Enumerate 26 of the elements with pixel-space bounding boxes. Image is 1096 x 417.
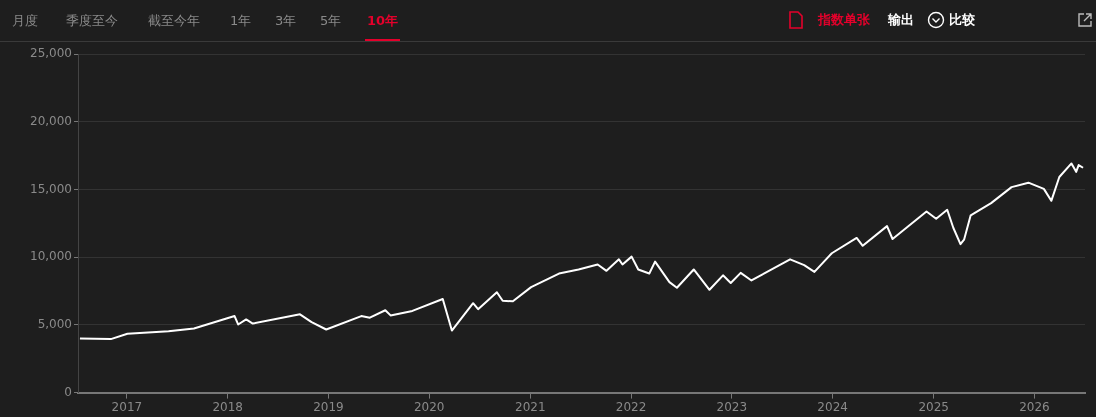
text: 指数单张: [818, 11, 870, 29]
text: 比较: [949, 11, 975, 29]
x-tick-label: 2024: [817, 399, 848, 414]
x-tick-label: 2017: [111, 399, 143, 414]
x-tick-label: 2018: [212, 399, 243, 414]
text: 季度至今: [66, 12, 118, 30]
y-tick-label: 5,000: [37, 317, 72, 332]
y-tick-label: 25,000: [30, 46, 72, 61]
y-tick-label: 15,000: [30, 181, 72, 196]
x-tick-label: 2019: [313, 399, 344, 414]
text: 输出: [888, 11, 914, 29]
text: 3年: [275, 12, 297, 30]
x-tick-label: 2023: [716, 399, 748, 414]
x-tick-label: 2026: [1019, 399, 1050, 414]
text: 10年: [367, 12, 399, 30]
text: 1年: [230, 12, 252, 30]
text: 5年: [320, 12, 342, 30]
x-tick-label: 2022: [615, 399, 647, 414]
y-tick-label: 20,000: [30, 113, 72, 128]
y-tick-label: 0: [64, 384, 72, 399]
x-tick-label: 2025: [918, 399, 949, 414]
text: 截至今年: [148, 12, 200, 30]
x-tick-label: 2020: [413, 399, 445, 414]
x-tick-label: 2021: [515, 399, 546, 414]
text: 月度: [12, 12, 38, 30]
y-tick-label: 10,000: [30, 249, 72, 264]
